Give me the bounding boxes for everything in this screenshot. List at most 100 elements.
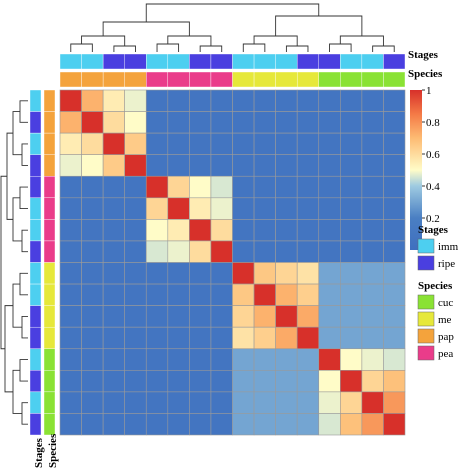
heatmap-cell <box>318 348 341 371</box>
heatmap-cell <box>340 262 363 285</box>
heatmap-cell <box>189 370 212 393</box>
heatmap-cell <box>81 197 104 220</box>
heatmap-cell <box>167 413 190 436</box>
dendrogram-link <box>167 35 212 46</box>
column-annotation-bars <box>59 53 406 88</box>
heatmap-cell <box>253 240 276 263</box>
column-stage-annotation <box>102 53 125 70</box>
heatmap-cell <box>124 89 147 112</box>
row-stage-annotation <box>29 240 42 263</box>
color-scale-tick-label: 0.4 <box>426 181 440 193</box>
heatmap-cell <box>340 154 363 177</box>
heatmap-cell <box>296 154 320 177</box>
heatmap-cell <box>275 89 298 112</box>
heatmap-cell <box>81 111 104 134</box>
column-stage-annotation <box>189 53 212 70</box>
species-legend-label: pea <box>438 348 453 360</box>
column-stage-annotation <box>253 53 276 70</box>
heatmap-cell <box>167 154 190 177</box>
dendrogram-link <box>12 111 22 156</box>
heatmap-cell <box>340 219 363 242</box>
heatmap-cell <box>189 240 212 263</box>
heatmap-cell <box>59 132 82 155</box>
heatmap-cell <box>253 370 276 393</box>
heatmap-cell <box>296 326 320 350</box>
heatmap-cell <box>253 391 276 414</box>
dendrogram-link <box>12 283 22 328</box>
heatmap-cell <box>296 262 320 285</box>
stages-row-annotation-label: Stages <box>33 437 45 468</box>
row-stage-annotation <box>29 219 42 242</box>
heatmap-cell <box>145 391 169 414</box>
heatmap-cell <box>275 348 298 371</box>
heatmap-cell <box>81 89 104 112</box>
row-stage-annotation <box>29 197 42 220</box>
heatmap-cell <box>232 240 255 263</box>
heatmap-cell <box>296 305 320 328</box>
heatmap-cell <box>59 391 82 414</box>
heatmap-cell <box>59 262 82 285</box>
dendrogram-link <box>6 132 13 220</box>
heatmap-cell <box>275 197 298 220</box>
heatmap-cell <box>145 348 169 371</box>
heatmap-cell <box>318 175 341 199</box>
row-stage-annotation <box>29 132 42 155</box>
heatmap-cell <box>340 240 363 263</box>
heatmap-cell <box>275 154 298 177</box>
heatmap-cell <box>59 219 82 242</box>
heatmap-cell <box>59 326 82 350</box>
heatmap-cell <box>210 370 233 393</box>
heatmap-cell <box>318 89 341 112</box>
heatmap-cell <box>102 348 125 371</box>
heatmap-cell <box>340 132 363 155</box>
heatmap-cell <box>59 154 82 177</box>
dendrogram-link <box>242 43 266 52</box>
heatmap-cell <box>102 240 125 263</box>
heatmap-cell <box>81 154 104 177</box>
heatmap-cell <box>296 240 320 263</box>
heatmap-cell <box>210 219 233 242</box>
heatmap-cell <box>275 132 298 155</box>
heatmap-cell <box>59 413 82 436</box>
row-stage-annotation <box>29 348 42 371</box>
heatmap-cell <box>167 262 190 285</box>
heatmap-cell <box>189 283 212 306</box>
dendrogram-link <box>21 402 28 425</box>
dendrogram-link <box>21 229 28 253</box>
heatmap-cell <box>167 111 190 134</box>
row-stage-annotation <box>29 176 42 199</box>
column-stage-annotation <box>167 53 190 70</box>
heatmap-cell <box>124 219 147 242</box>
row-stage-annotation <box>29 154 42 177</box>
heatmap-cell <box>253 132 276 155</box>
row-species-annotation <box>43 283 56 306</box>
column-stage-annotation <box>296 53 319 70</box>
heatmap-cell <box>210 240 233 263</box>
heatmap-cell <box>340 326 363 350</box>
heatmap-cell <box>145 111 169 134</box>
heatmap-cell <box>167 175 190 199</box>
heatmap-cell <box>340 283 363 306</box>
row-stage-annotation <box>29 391 42 414</box>
heatmap-cell <box>232 326 255 350</box>
heatmap-cell <box>361 413 384 436</box>
color-scale-tick-label: 0.2 <box>426 213 440 225</box>
row-species-annotation <box>43 370 56 393</box>
heatmap-cell <box>81 305 104 328</box>
dendrogram-link <box>113 45 136 52</box>
dendrogram-link <box>81 35 126 46</box>
heatmap-cell <box>383 413 406 436</box>
row-species-annotation <box>43 176 56 199</box>
heatmap-cell <box>296 132 320 155</box>
heatmap-cell <box>361 262 384 285</box>
heatmap-cell <box>167 348 190 371</box>
heatmap-cell <box>318 111 341 134</box>
heatmap-cell <box>167 370 190 393</box>
heatmap-cell <box>318 326 341 350</box>
heatmap-cell <box>145 240 169 263</box>
dendrogram-link <box>145 3 320 22</box>
heatmap-cell <box>167 197 190 220</box>
heatmap-cell <box>296 89 320 112</box>
heatmap-cell <box>383 283 406 306</box>
heatmap-cell <box>318 132 341 155</box>
